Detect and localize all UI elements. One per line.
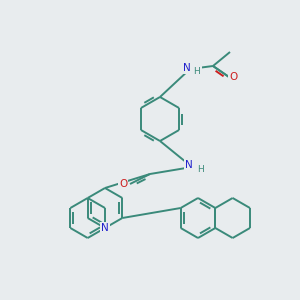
Text: H: H <box>194 68 200 76</box>
Text: N: N <box>101 223 109 233</box>
Text: N: N <box>183 63 191 73</box>
Text: H: H <box>196 166 203 175</box>
Text: O: O <box>119 179 127 189</box>
Text: O: O <box>229 72 237 82</box>
Text: N: N <box>185 160 193 170</box>
